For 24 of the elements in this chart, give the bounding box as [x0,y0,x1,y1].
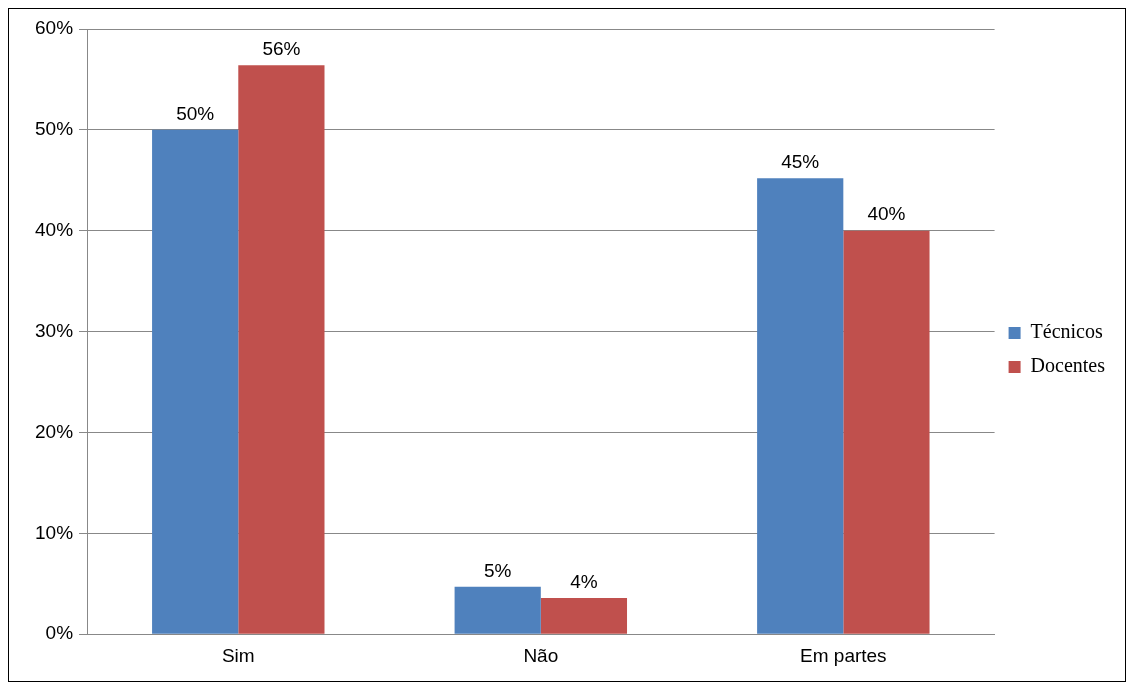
y-tick-label: 20% [35,420,74,442]
legend-label: Docentes [1030,354,1106,377]
y-tick-label: 30% [35,319,74,341]
data-label: 50% [176,102,215,124]
bar [757,178,844,634]
bar [454,586,541,634]
y-tick-label: 60% [35,17,74,39]
bar [540,597,628,634]
bar [843,230,930,634]
data-label: 56% [262,38,301,60]
data-label: 40% [867,203,906,225]
data-label: 4% [570,570,598,592]
y-tick-label: 40% [35,218,74,240]
x-tick-label: Não [523,644,559,666]
x-tick-label: Sim [221,644,255,666]
y-tick-label: 50% [35,118,74,140]
bar [238,65,325,634]
y-tick-label: 10% [35,521,74,543]
data-label: 45% [781,151,820,173]
x-tick-label: Em partes [800,644,887,666]
legend-label: Técnicos [1030,320,1103,343]
y-tick-label: 0% [45,622,74,644]
bar [152,129,239,634]
data-label: 5% [483,559,512,581]
